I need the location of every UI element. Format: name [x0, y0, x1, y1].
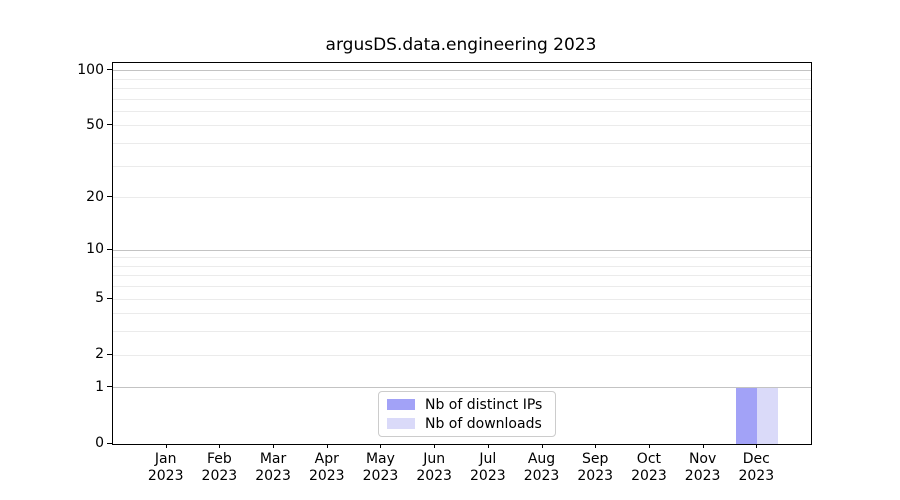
y-tick-mark: [107, 386, 112, 388]
y-tick-label: 100: [77, 61, 104, 78]
x-tick-mark: [326, 444, 328, 448]
x-tick-label: May 2023: [363, 451, 399, 485]
x-tick-year: 2023: [147, 468, 184, 484]
x-tick-label: Mar 2023: [255, 451, 291, 485]
x-tick-month: Feb: [206, 451, 232, 467]
minor-gridline: [113, 125, 811, 127]
x-tick-month: Dec: [742, 451, 770, 467]
x-tick-mark: [595, 444, 597, 448]
x-tick-month: Jun: [423, 451, 446, 467]
x-tick-label: Sep 2023: [577, 451, 613, 485]
minor-gridline: [113, 98, 811, 100]
minor-gridline: [113, 257, 811, 259]
y-tick-label: 50: [86, 116, 104, 133]
y-tick-mark: [107, 69, 112, 71]
x-tick-mark: [273, 444, 275, 448]
bar-nb-of-distinct-ips-dec: [736, 387, 758, 444]
x-tick-label: Jul 2023: [470, 451, 506, 485]
minor-gridline: [113, 143, 811, 145]
y-tick-label: 1: [95, 378, 104, 395]
y-tick-label: 5: [95, 290, 104, 307]
minor-gridline: [113, 87, 811, 89]
x-tick-year: 2023: [201, 468, 238, 484]
x-tick-mark: [702, 444, 704, 448]
x-tick-label: Feb 2023: [202, 451, 238, 485]
chart-title: argusDS.data.engineering 2023: [325, 35, 597, 55]
x-tick-mark: [434, 444, 436, 448]
y-tick-mark: [107, 248, 112, 250]
x-tick-year: 2023: [631, 468, 667, 484]
x-tick-label: Oct 2023: [631, 451, 667, 485]
legend-swatch-distinct-ips: [387, 399, 415, 410]
minor-gridline: [113, 275, 811, 277]
legend-label-distinct-ips: Nb of distinct IPs: [425, 396, 543, 413]
major-gridline: [113, 249, 811, 251]
x-tick-month: Jul: [479, 451, 497, 467]
legend-entry-distinct-ips: Nb of distinct IPs: [387, 397, 547, 413]
x-tick-mark: [648, 444, 650, 448]
x-tick-label: Jun 2023: [416, 451, 452, 485]
y-tick-label: 2: [95, 346, 104, 363]
x-tick-mark: [541, 444, 543, 448]
x-tick-month: Nov: [688, 451, 717, 467]
x-tick-mark: [219, 444, 221, 448]
x-tick-label: Jan 2023: [148, 451, 184, 485]
y-tick-mark: [107, 196, 112, 198]
bar-nb-of-downloads-dec: [757, 387, 779, 444]
x-tick-month: May: [365, 451, 395, 467]
minor-gridline: [113, 331, 811, 333]
y-tick-label: 0: [95, 435, 104, 451]
major-gridline: [113, 70, 811, 72]
x-tick-label: Aug 2023: [524, 451, 560, 485]
x-tick-mark: [165, 444, 167, 448]
x-tick-mark: [756, 444, 758, 448]
y-tick-mark: [107, 442, 112, 444]
y-tick-label: 10: [86, 241, 104, 257]
minor-gridline: [113, 265, 811, 267]
x-tick-year: 2023: [684, 468, 721, 484]
x-tick-month: Jan: [154, 451, 177, 467]
x-tick-year: 2023: [255, 468, 291, 484]
plot-area: [112, 62, 812, 445]
x-tick-year: 2023: [523, 468, 560, 484]
legend-label-downloads: Nb of downloads: [425, 415, 542, 432]
x-tick-year: 2023: [362, 468, 399, 484]
x-tick-mark: [487, 444, 489, 448]
major-gridline: [113, 387, 811, 389]
minor-gridline: [113, 78, 811, 80]
x-tick-month: Apr: [314, 451, 339, 467]
y-tick-label: 20: [86, 188, 104, 205]
x-tick-year: 2023: [470, 468, 506, 484]
minor-gridline: [113, 354, 811, 356]
x-tick-month: Mar: [259, 451, 287, 467]
x-tick-label: Nov 2023: [685, 451, 721, 485]
x-tick-year: 2023: [738, 468, 775, 484]
x-tick-month: Aug: [527, 451, 556, 467]
minor-gridline: [113, 286, 811, 288]
legend: Nb of distinct IPs Nb of downloads: [378, 391, 556, 437]
minor-gridline: [113, 110, 811, 112]
x-tick-month: Sep: [582, 451, 609, 467]
x-tick-year: 2023: [308, 468, 345, 484]
minor-gridline: [113, 298, 811, 300]
y-tick-mark: [107, 124, 112, 126]
x-tick-mark: [380, 444, 382, 448]
minor-gridline: [113, 165, 811, 167]
minor-gridline: [113, 313, 811, 315]
x-tick-label: Apr 2023: [309, 451, 345, 485]
legend-swatch-downloads: [387, 418, 415, 429]
legend-entry-downloads: Nb of downloads: [387, 416, 547, 432]
minor-gridline: [113, 197, 811, 199]
y-tick-mark: [107, 297, 112, 299]
y-tick-mark: [107, 353, 112, 355]
x-tick-year: 2023: [416, 468, 452, 484]
x-tick-year: 2023: [577, 468, 614, 484]
x-tick-label: Dec 2023: [738, 451, 774, 485]
x-tick-month: Oct: [636, 451, 662, 467]
